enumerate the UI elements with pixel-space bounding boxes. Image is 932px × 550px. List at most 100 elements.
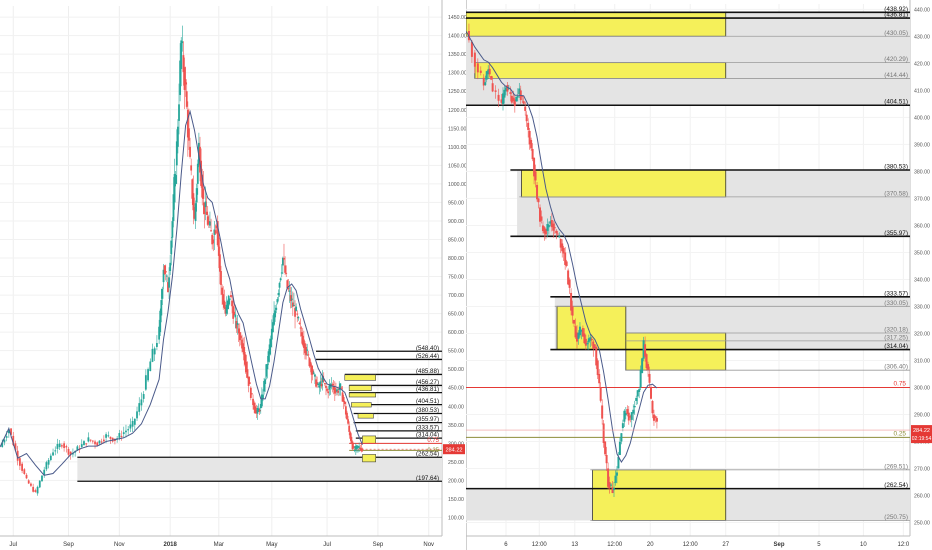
candle-body [153, 348, 156, 355]
candle-body [339, 383, 342, 389]
candle-body [618, 441, 621, 455]
left-price-chart[interactable]: Jul Sep Nov 2018 Mar May Jul Sep Nov 100.00 150.00… [0, 0, 466, 550]
y-tick-label: 1400.00 [448, 34, 466, 40]
candle-body [595, 346, 598, 366]
y-tick-label: 270.00 [914, 466, 930, 472]
candle-body [213, 229, 216, 235]
candle-body [570, 292, 573, 311]
candle-body [245, 361, 248, 373]
candle-body [172, 194, 175, 221]
y-tick-label: 850.00 [448, 237, 464, 243]
candle-body [346, 412, 348, 420]
candle-body [558, 236, 561, 238]
candle-body [76, 446, 79, 451]
yellow-zone [521, 169, 727, 198]
candle-body [546, 224, 549, 231]
candle-body [218, 254, 221, 272]
candle-body [624, 413, 627, 416]
candle-body [49, 455, 52, 461]
candle-body [196, 163, 199, 184]
candle-body [221, 287, 224, 295]
candle-body [87, 437, 90, 442]
candle-body [277, 293, 280, 296]
candle-body [247, 376, 250, 386]
candle-body [539, 207, 541, 222]
y-tick-label: 700.00 [448, 293, 464, 299]
y-tick-label: 800.00 [448, 256, 464, 262]
candle-body [199, 146, 201, 173]
candle-body [485, 71, 488, 80]
candle-body [358, 446, 361, 448]
candle-body [626, 409, 629, 414]
candle-body [183, 67, 186, 90]
candle-body [210, 230, 212, 232]
candle-body [476, 63, 479, 73]
yellow-zone [625, 332, 727, 371]
candle-body [223, 300, 226, 308]
candle-body [269, 338, 272, 347]
candle-body [621, 423, 624, 428]
candle-body [297, 317, 300, 319]
candle-body [182, 55, 185, 72]
candle-body [100, 441, 103, 443]
candle-body [58, 443, 61, 448]
candle-body [638, 389, 641, 392]
candle-body [63, 443, 65, 448]
candle-body [279, 278, 282, 281]
x-tick-label: 12:0 [897, 542, 909, 548]
candle-body [354, 445, 357, 450]
candle-body [83, 441, 85, 446]
candle-body [233, 311, 236, 315]
candle-body [253, 402, 256, 410]
candle-body [534, 171, 537, 181]
y-tick-label: 750.00 [448, 275, 464, 281]
candle-body [309, 361, 312, 367]
candle-body [500, 99, 503, 103]
candle-body [593, 344, 596, 349]
level-label: (320.18) [884, 326, 908, 333]
candle-body [237, 328, 240, 334]
candle-body [316, 382, 319, 385]
fib-label: 0.25 [427, 448, 439, 454]
candle-body [164, 271, 167, 273]
candle-body [165, 275, 168, 277]
candle-body [630, 412, 633, 420]
candle-body [314, 374, 316, 377]
candle-body [568, 279, 571, 288]
x-tick-label: 2018 [163, 542, 177, 548]
candle-body [484, 82, 487, 86]
moving-average-line [466, 30, 658, 463]
candle-body [102, 439, 105, 442]
candle-body [171, 221, 174, 238]
candle-body [320, 384, 323, 387]
candle-body [181, 41, 184, 44]
candle-body [243, 346, 246, 361]
candle-body [338, 388, 341, 390]
candle-body [264, 379, 267, 385]
candle-body [147, 369, 149, 381]
candle-body [536, 184, 539, 200]
candle-body [302, 339, 305, 348]
candle-body [215, 225, 218, 229]
level-label: (250.75) [884, 514, 908, 521]
y-tick-label: 950.00 [448, 200, 464, 206]
level-label: (438.92) [884, 6, 908, 13]
candle-body [317, 383, 320, 385]
candle-body [515, 96, 518, 102]
candle-body [323, 383, 326, 385]
candle-body [158, 326, 161, 340]
candle-body [577, 332, 580, 339]
candle-body [25, 474, 28, 479]
candle-body [151, 348, 154, 362]
candle-body [652, 414, 655, 421]
level-label: (436.81) [884, 12, 908, 19]
candle-body [610, 484, 613, 486]
candle-body [352, 446, 355, 448]
candle-body [615, 472, 618, 476]
candle-body [180, 40, 183, 70]
level-label: (420.29) [884, 56, 908, 63]
right-price-chart[interactable]: 6 12:00 13 12:00 20 12:00 27 Sep 5 10 12:0 250.00 26… [466, 0, 932, 550]
candle-body [228, 298, 231, 300]
candle-body [576, 332, 578, 342]
candle-body [322, 380, 325, 382]
